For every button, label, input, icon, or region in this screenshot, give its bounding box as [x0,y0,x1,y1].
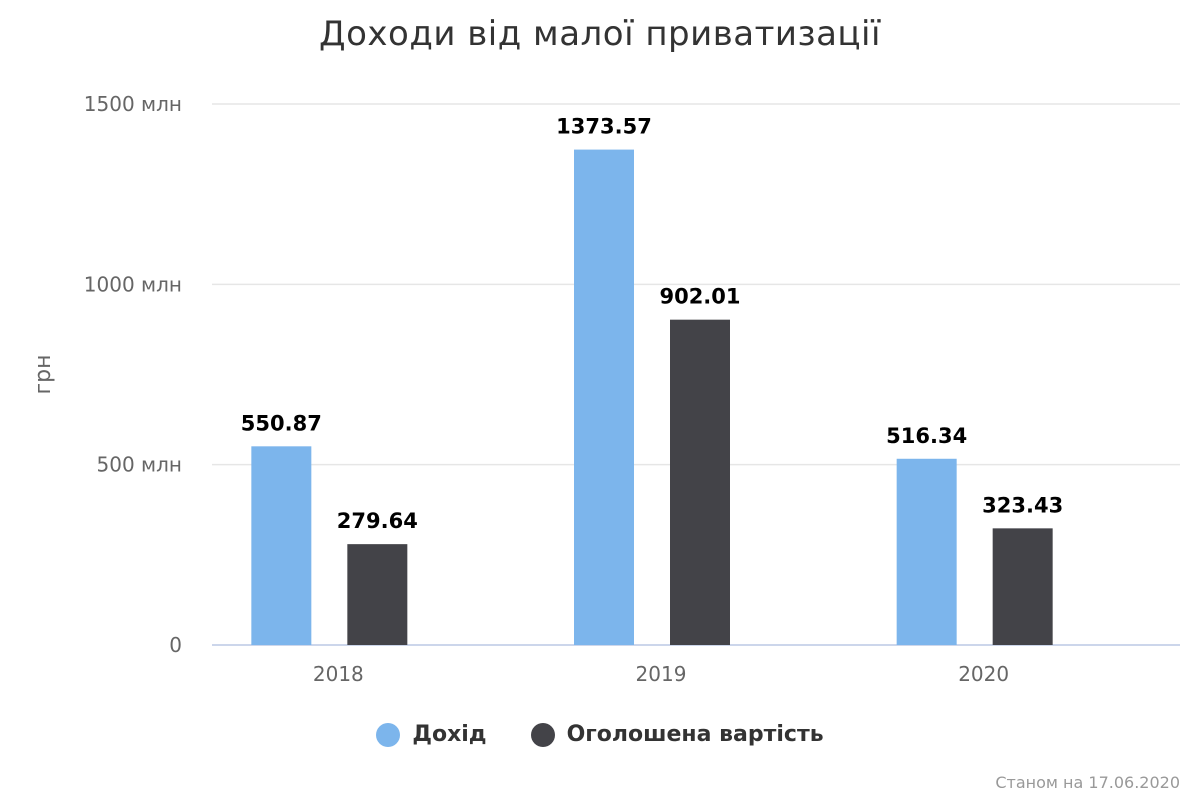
bar-dokhid [251,446,312,645]
y-tick-label: 1000 млн [84,272,182,296]
legend-item-dokhid[interactable]: Дохід [376,722,487,747]
legend: Дохід Оголошена вартість [0,722,1200,747]
data-label: 323.43 [982,493,1063,517]
legend-label-dokhid: Дохід [412,722,487,747]
x-tick-label: 2020 [958,662,1009,686]
chart-title: Доходи від малої приватизації [319,14,881,54]
bar-oholoshena-vartist [347,544,408,645]
y-tick-label: 0 [169,633,182,657]
data-label: 516.34 [886,424,967,448]
x-tick-label: 2019 [636,662,687,686]
x-tick-label: 2018 [313,662,364,686]
data-label: 550.87 [241,411,322,435]
data-label: 279.64 [337,509,418,533]
legend-swatch-dokhid [376,722,401,747]
data-label: 902.01 [659,285,740,309]
bar-oholoshena-vartist [670,319,730,645]
y-axis-title: грн [31,355,56,395]
legend-item-oholoshena-vartist[interactable]: Оголошена вартість [530,722,824,747]
legend-label-oholoshena-vartist: Оголошена вартість [566,722,824,747]
y-tick-label: 500 млн [97,453,182,477]
y-tick-label: 1500 млн [84,92,182,116]
legend-swatch-oholoshena-vartist [530,722,555,747]
bar-oholoshena-vartist [992,528,1053,645]
bar-dokhid [896,458,957,645]
data-label: 1373.57 [556,115,652,139]
credit-text: Станом на 17.06.2020 [995,773,1180,792]
bar-dokhid [574,149,634,645]
